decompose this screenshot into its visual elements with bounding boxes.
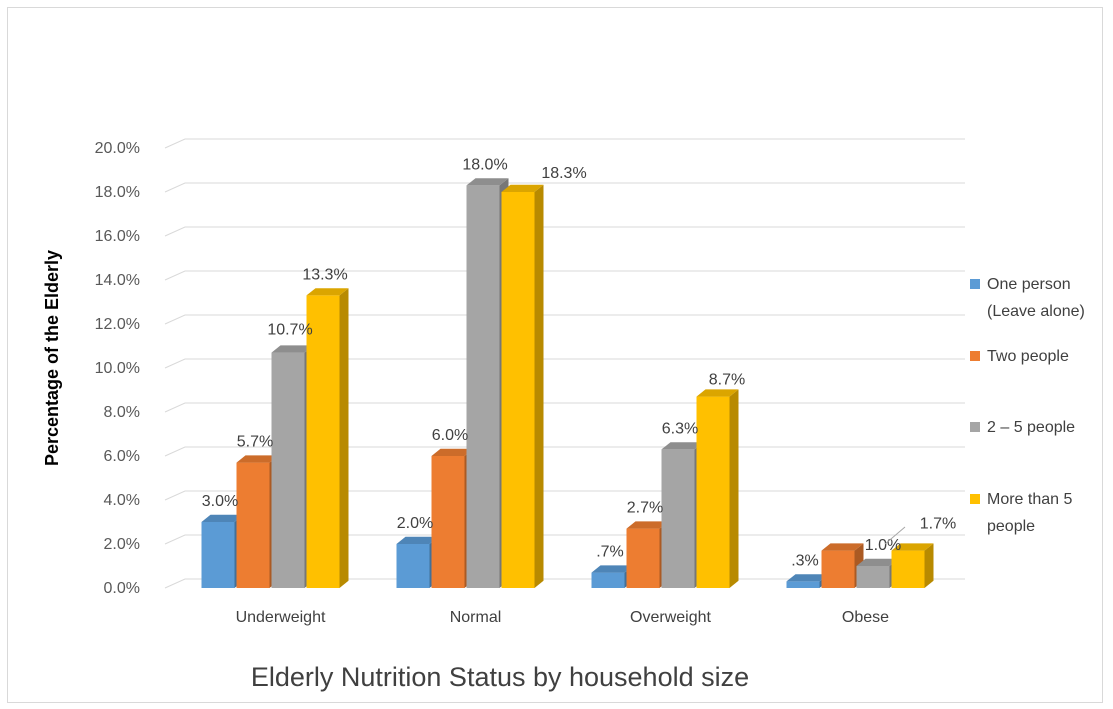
data-label: 2.0% [397,515,433,532]
leader-line [884,526,906,545]
bar [306,288,349,588]
y-tick-label: 10.0% [95,360,140,377]
chart-frame [7,7,1103,703]
legend: One person (Leave alone) Two people 2 – 5 p… [970,276,1085,535]
data-label: 8.7% [709,372,745,389]
x-category-label: Obese [842,609,889,626]
bar [696,389,739,588]
y-tick-label: 12.0% [95,316,140,333]
data-label: 3.0% [202,493,238,510]
legend-item: 2 – 5 people [970,419,1075,436]
data-label: 6.0% [432,427,468,444]
y-tick-label: 4.0% [104,492,140,509]
y-tick-label: 2.0% [104,536,140,553]
legend-item: Two people [970,348,1069,365]
y-axis-title: Percentage of the Elderly [42,250,62,466]
gridline [164,138,965,149]
x-category-label: Normal [450,609,502,626]
y-tick-label: 16.0% [95,228,140,245]
y-tick-label: 0.0% [104,580,140,597]
y-tick-label: 8.0% [104,404,140,421]
y-tick-label: 14.0% [95,272,140,289]
bar [501,184,544,589]
data-label: 1.7% [920,516,956,533]
legend-label: (Leave alone) [987,303,1085,320]
legend-item: One person (Leave alone) [970,276,1085,320]
x-axis-categories: Underweight Normal Overweight Obese [236,609,890,626]
data-label: 13.3% [302,266,347,283]
data-label: 6.3% [662,420,698,437]
y-tick-label: 18.0% [95,184,140,201]
data-label: 10.7% [267,322,312,339]
legend-label: 2 – 5 people [987,419,1075,436]
x-category-label: Overweight [630,609,711,626]
gridline [164,314,965,325]
data-label: .3% [791,552,819,569]
legend-item: More than 5 people [970,491,1072,535]
legend-label: Two people [987,348,1069,365]
data-label: 18.3% [541,165,586,182]
legend-swatch [970,279,980,289]
legend-label: One person [987,276,1071,293]
y-axis-ticks: 0.0% 2.0% 4.0% 6.0% 8.0% 10.0% 12.0% 14.0% 16.0%… [95,140,140,597]
x-category-label: Underweight [236,609,326,626]
bars [201,178,934,589]
data-labels: 3.0% 5.7% 10.7% 13.3% 2.0% 6.0% 18.0% 18.3% .7% 2… [202,156,956,569]
gridline [164,182,965,193]
legend-label: More than 5 [987,491,1072,508]
data-label: 5.7% [237,434,273,451]
legend-swatch [970,494,980,504]
data-label: 1.0% [865,537,901,554]
legend-swatch [970,422,980,432]
gridline [164,358,965,369]
data-label: 2.7% [627,500,663,517]
bar [891,543,934,588]
gridline [164,226,965,237]
gridline [164,270,965,281]
legend-swatch [970,351,980,361]
y-tick-label: 20.0% [95,140,140,157]
data-label: 18.0% [462,156,507,173]
data-label: .7% [596,544,624,561]
x-axis-title: Elderly Nutrition Status by household si… [251,662,749,692]
y-tick-label: 6.0% [104,448,140,465]
legend-label: people [987,518,1035,535]
